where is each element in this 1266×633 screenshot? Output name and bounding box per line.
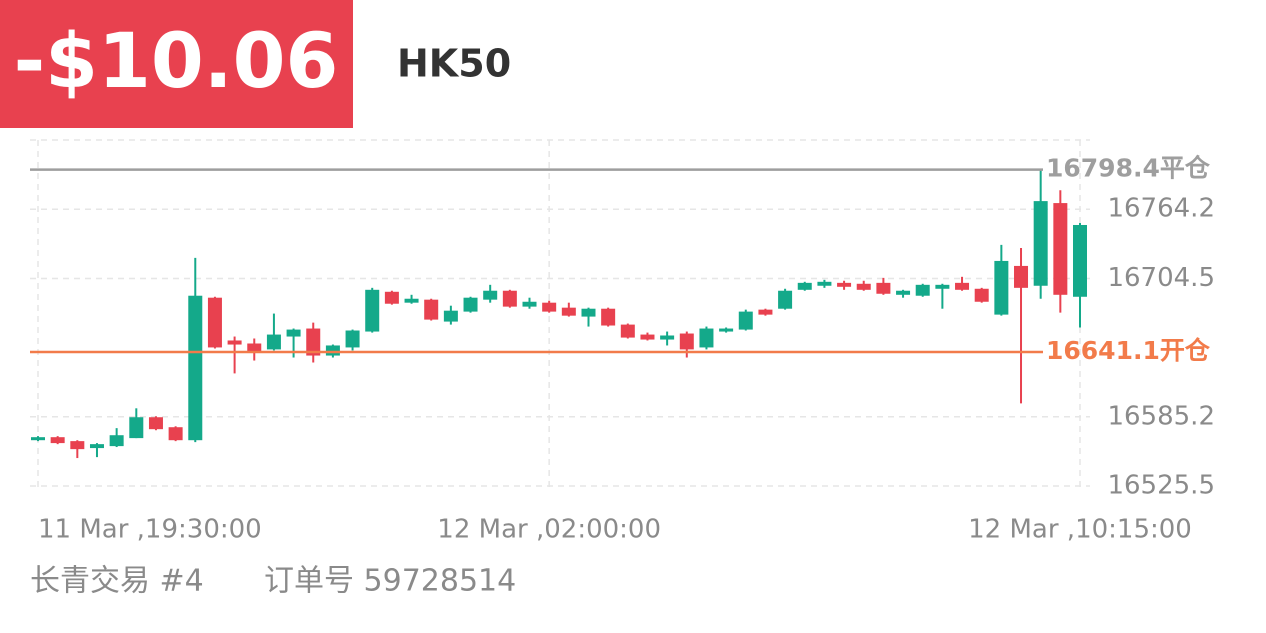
- candle-body: [168, 427, 183, 441]
- x-tick-label: 12 Mar ,02:00:00: [437, 515, 661, 545]
- candle-body: [188, 295, 203, 441]
- order-number: 订单号 59728514: [264, 564, 516, 599]
- pnl: -$10.06: [14, 16, 339, 105]
- candle-body: [758, 309, 773, 315]
- candle-body: [424, 299, 439, 320]
- candle-body: [31, 437, 45, 441]
- candle-body: [974, 288, 989, 302]
- candle-body: [797, 282, 812, 290]
- reference-label: 16641.1开仓: [1046, 336, 1211, 365]
- candle-body: [935, 284, 950, 289]
- candle-body: [502, 290, 517, 307]
- candle-body: [1073, 224, 1087, 297]
- candle-body: [738, 311, 753, 330]
- x-tick-label: 12 Mar ,10:15:00: [968, 515, 1192, 545]
- symbol: HK50: [397, 42, 511, 86]
- candle-body: [837, 282, 852, 287]
- candle-body: [542, 302, 557, 312]
- candle-body: [601, 308, 616, 326]
- y-tick-label: 16764.2: [1107, 194, 1215, 224]
- candle-body: [994, 260, 1009, 315]
- candle-body: [70, 441, 85, 450]
- candle-body: [856, 283, 871, 290]
- candle-body: [483, 290, 498, 300]
- candle-body: [306, 328, 321, 356]
- candle-body: [522, 301, 537, 307]
- candle-body: [129, 417, 144, 439]
- candle-body: [384, 291, 399, 304]
- candle-body: [463, 297, 478, 312]
- plot: 16525.5 16585.2 16704.5 16764.2 11 Mar ,19:3…: [30, 139, 1215, 545]
- candle-body: [1014, 265, 1029, 288]
- x-tick-label: 11 Mar ,19:30:00: [38, 515, 262, 545]
- candle-body: [817, 281, 832, 286]
- candle-body: [286, 329, 301, 337]
- candle-body: [620, 324, 635, 338]
- account: 长青交易 #4: [30, 564, 204, 599]
- candle-body: [365, 289, 380, 332]
- candle-body: [345, 330, 360, 348]
- candle-body: [266, 334, 281, 350]
- candle-body: [325, 345, 340, 356]
- reference-label: 16798.4平仓: [1046, 154, 1211, 183]
- candle-body: [581, 308, 596, 317]
- candle-body: [719, 328, 734, 332]
- y-tick-label: 16585.2: [1107, 401, 1215, 431]
- candle-body: [89, 444, 104, 449]
- candle-body: [561, 307, 576, 316]
- candle-body: [1033, 201, 1048, 286]
- candle-body: [896, 290, 911, 295]
- y-tick-label: 16704.5: [1107, 263, 1215, 293]
- candle-body: [148, 417, 163, 430]
- candle-body: [50, 437, 65, 444]
- candle-body: [227, 340, 242, 345]
- candle-body: [1053, 203, 1068, 295]
- candle-body: [679, 333, 694, 350]
- candle-body: [404, 298, 419, 303]
- y-tick-label: 16525.5: [1107, 471, 1215, 501]
- candle-body: [247, 343, 262, 353]
- pnl-badge: [0, 0, 353, 128]
- candle-body: [699, 328, 714, 348]
- candle-body: [443, 310, 458, 322]
- candle-body: [915, 284, 930, 296]
- candle-body: [207, 297, 222, 348]
- candle-body: [660, 335, 675, 340]
- candle-body: [955, 282, 970, 290]
- candle-body: [876, 282, 891, 294]
- candle-body: [109, 435, 124, 447]
- candle-body: [640, 334, 655, 340]
- candle-body: [778, 290, 793, 309]
